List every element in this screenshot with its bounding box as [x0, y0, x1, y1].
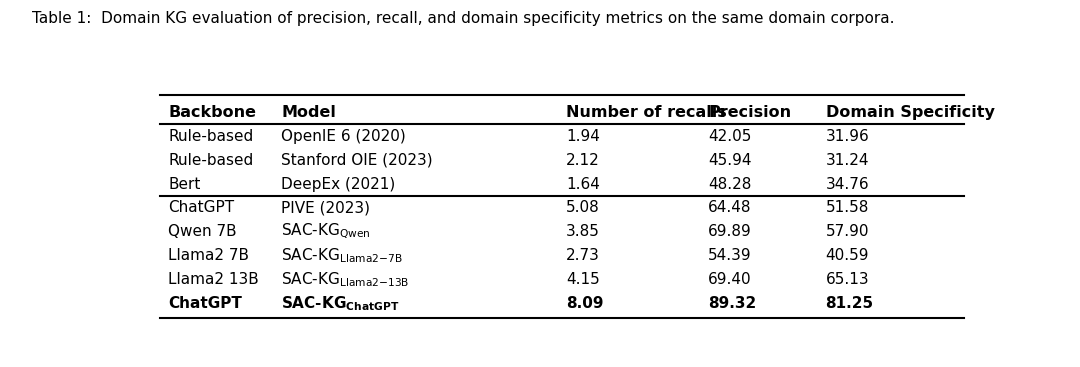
Text: Number of recalls: Number of recalls: [566, 105, 727, 120]
Text: Qwen 7B: Qwen 7B: [168, 224, 238, 239]
Text: 42.05: 42.05: [708, 129, 752, 144]
Text: SAC-KG$_{\mathregular{ChatGPT}}$: SAC-KG$_{\mathregular{ChatGPT}}$: [282, 294, 400, 313]
Text: 31.24: 31.24: [825, 153, 869, 168]
Text: 51.58: 51.58: [825, 200, 869, 215]
Text: 45.94: 45.94: [708, 153, 752, 168]
Text: 3.85: 3.85: [566, 224, 599, 239]
Text: PIVE (2023): PIVE (2023): [282, 200, 370, 215]
Text: Model: Model: [282, 105, 336, 120]
Text: 5.08: 5.08: [566, 200, 599, 215]
Text: 1.64: 1.64: [566, 177, 599, 192]
Text: ChatGPT: ChatGPT: [168, 200, 234, 215]
Text: Precision: Precision: [708, 105, 792, 120]
Text: 81.25: 81.25: [825, 296, 874, 311]
Text: 40.59: 40.59: [825, 248, 869, 263]
Text: Table 1:  Domain KG evaluation of precision, recall, and domain specificity metr: Table 1: Domain KG evaluation of precisi…: [32, 11, 895, 26]
Text: Llama2 13B: Llama2 13B: [168, 272, 259, 287]
Text: 8.09: 8.09: [566, 296, 604, 311]
Text: 2.12: 2.12: [566, 153, 599, 168]
Text: 34.76: 34.76: [825, 177, 869, 192]
Text: SAC-KG$_{\mathregular{Llama2{-}7B}}$: SAC-KG$_{\mathregular{Llama2{-}7B}}$: [282, 246, 403, 265]
Text: 48.28: 48.28: [708, 177, 752, 192]
Text: ChatGPT: ChatGPT: [168, 296, 242, 311]
Text: 57.90: 57.90: [825, 224, 869, 239]
Text: DeepEx (2021): DeepEx (2021): [282, 177, 395, 192]
Text: SAC-KG$_{\mathregular{Qwen}}$: SAC-KG$_{\mathregular{Qwen}}$: [282, 222, 372, 241]
Text: Bert: Bert: [168, 177, 201, 192]
Text: 54.39: 54.39: [708, 248, 752, 263]
Text: 64.48: 64.48: [708, 200, 752, 215]
Text: 69.40: 69.40: [708, 272, 752, 287]
Text: Backbone: Backbone: [168, 105, 256, 120]
Text: 2.73: 2.73: [566, 248, 599, 263]
Text: Rule-based: Rule-based: [168, 153, 254, 168]
Text: 89.32: 89.32: [708, 296, 757, 311]
Text: OpenIE 6 (2020): OpenIE 6 (2020): [282, 129, 406, 144]
Text: SAC-KG$_{\mathregular{Llama2{-}13B}}$: SAC-KG$_{\mathregular{Llama2{-}13B}}$: [282, 270, 410, 289]
Text: 4.15: 4.15: [566, 272, 599, 287]
Text: Domain Specificity: Domain Specificity: [825, 105, 995, 120]
Text: 65.13: 65.13: [825, 272, 869, 287]
Text: Rule-based: Rule-based: [168, 129, 254, 144]
Text: 31.96: 31.96: [825, 129, 869, 144]
Text: Stanford OIE (2023): Stanford OIE (2023): [282, 153, 433, 168]
Text: Llama2 7B: Llama2 7B: [168, 248, 249, 263]
Text: 1.94: 1.94: [566, 129, 599, 144]
Text: 69.89: 69.89: [708, 224, 752, 239]
